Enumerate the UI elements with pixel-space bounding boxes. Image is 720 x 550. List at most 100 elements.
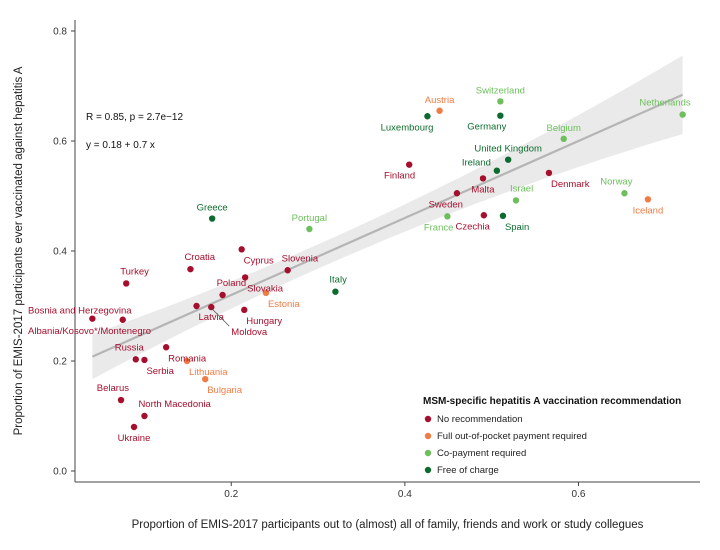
label-slovenia: Slovenia <box>282 253 319 264</box>
correlation-stat: R = 0.85, p = 2.7e−12 <box>86 112 183 123</box>
label-albania-kosovo-montenegro: Albania/Kosovo*/Montenegro <box>28 326 151 337</box>
label-poland: Poland <box>217 278 247 289</box>
regression-line <box>91 93 684 358</box>
point-luxembourg <box>424 113 431 120</box>
point-belgium <box>560 135 567 142</box>
label-belgium: Belgium <box>547 123 581 134</box>
point-croatia <box>187 265 194 273</box>
point-turkey <box>123 280 130 287</box>
point-germany <box>497 112 504 119</box>
point-france <box>444 213 451 220</box>
legend-item-full: Full out-of-pocket payment required <box>437 431 587 442</box>
point-iceland <box>644 196 652 203</box>
y-axis-title: Proportion of EMIS-2017 participants eve… <box>13 66 25 435</box>
label-netherlands: Netherlands <box>639 98 690 109</box>
legend-swatch-free <box>424 466 432 474</box>
legend-item-none: No recommendation <box>437 414 523 425</box>
point-estonia <box>262 289 270 296</box>
point-austria <box>436 107 443 114</box>
point-greece <box>208 215 216 222</box>
legend-swatch-full <box>424 432 432 440</box>
point-cyprus <box>238 246 245 253</box>
point-poland <box>219 291 226 299</box>
label-bosnia-and-herzegovina: Bosnia and Herzegovina <box>28 306 132 317</box>
label-sweden: Sweden <box>429 199 463 210</box>
point-sweden <box>453 190 461 197</box>
regression-line-layer <box>91 93 684 358</box>
legend-item-free: Free of charge <box>437 465 499 476</box>
label-north-macedonia: North Macedonia <box>138 399 211 410</box>
label-portugal: Portugal <box>292 213 327 224</box>
point-lithuania <box>183 357 191 365</box>
point-labels-layer: Netherlands Switzerland Austria Luxembourg G… <box>28 85 691 444</box>
label-ireland: Ireland <box>462 158 491 169</box>
point-netherlands <box>679 111 686 118</box>
point-switzerland <box>497 98 504 105</box>
label-estonia: Estonia <box>268 299 300 310</box>
label-united-kingdom: United Kingdom <box>474 144 542 155</box>
y-tick-label: 0.8 <box>53 27 67 38</box>
point-united-kingdom <box>504 156 512 163</box>
point-bosnia-and-herzegovina <box>89 315 96 322</box>
point-slovenia <box>284 267 291 274</box>
legend-title: MSM-specific hepatitis A vaccination rec… <box>423 396 681 407</box>
axes-layer: 0.2 0.4 0.6 0.0 0.2 0.4 0.6 0.8 <box>53 27 586 501</box>
point-ukraine <box>130 423 138 431</box>
y-tick-label: 0.2 <box>53 357 67 368</box>
label-finland: Finland <box>384 171 415 182</box>
x-tick-label: 0.6 <box>572 489 586 500</box>
label-russia: Russia <box>115 342 145 353</box>
x-axis-title: Proportion of EMIS-2017 participants out… <box>132 519 644 531</box>
label-italy: Italy <box>329 275 347 286</box>
point-moldova <box>208 303 215 311</box>
label-czechia: Czechia <box>456 221 491 232</box>
point-israel <box>512 197 520 204</box>
point-albania-kosovo-montenegro <box>119 316 126 323</box>
leader-line-moldova <box>212 308 230 327</box>
x-tick-label: 0.2 <box>224 489 238 500</box>
confidence-band <box>92 55 683 380</box>
point-czechia <box>480 212 488 219</box>
label-norway: Norway <box>600 176 632 187</box>
point-norway <box>621 190 628 197</box>
confidence-band-layer <box>92 55 683 380</box>
y-tick-label: 0.6 <box>53 137 67 148</box>
label-luxembourg: Luxembourg <box>381 122 434 133</box>
point-finland <box>406 161 413 168</box>
point-bulgaria <box>202 375 209 383</box>
point-belarus <box>117 396 125 404</box>
point-malta <box>479 175 487 182</box>
points-layer <box>89 98 686 431</box>
legend: MSM-specific hepatitis A vaccination rec… <box>423 396 681 476</box>
point-north-macedonia <box>141 412 148 420</box>
point-denmark <box>545 169 553 177</box>
point-italy <box>332 288 339 295</box>
label-malta: Malta <box>471 184 495 195</box>
label-belarus: Belarus <box>97 383 129 394</box>
point-portugal <box>306 225 313 233</box>
label-slovakia: Slovakia <box>247 283 284 294</box>
label-ukraine: Ukraine <box>118 433 151 444</box>
label-lithuania: Lithuania <box>189 367 228 378</box>
point-ireland <box>493 167 501 174</box>
label-bulgaria: Bulgaria <box>207 385 243 396</box>
label-germany: Germany <box>467 122 506 133</box>
label-denmark: Denmark <box>551 179 590 190</box>
legend-item-copay: Co-payment required <box>437 448 526 459</box>
point-slovakia <box>241 274 249 281</box>
legend-swatch-none <box>424 415 432 423</box>
point-russia <box>132 356 139 363</box>
label-austria: Austria <box>425 95 455 106</box>
legend-swatch-copay <box>424 449 432 457</box>
label-spain: Spain <box>505 222 529 233</box>
point-hungary <box>241 306 248 314</box>
label-israel: Israel <box>510 183 533 194</box>
label-greece: Greece <box>197 203 228 214</box>
point-serbia <box>141 356 148 364</box>
label-serbia: Serbia <box>146 366 174 377</box>
label-cyprus: Cyprus <box>244 255 274 266</box>
label-switzerland: Switzerland <box>476 85 525 96</box>
label-turkey: Turkey <box>120 266 149 277</box>
